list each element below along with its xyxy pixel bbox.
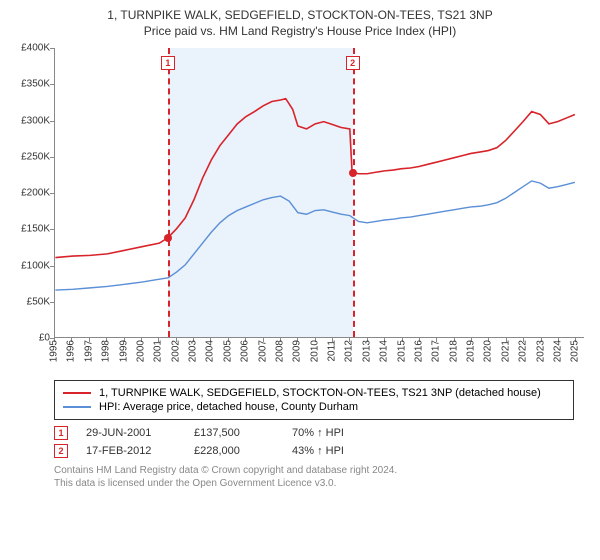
x-tick-label: 1998 [101,340,112,362]
y-tick-mark [50,84,54,85]
x-tick-label: 1999 [118,340,129,362]
legend-swatch [63,392,91,394]
y-tick-mark [50,48,54,49]
sale-row-price: £137,500 [194,427,274,439]
sale-row-marker: 1 [54,426,68,440]
sale-row: 2 17-FEB-2012 £228,000 43% ↑ HPI [54,444,588,458]
x-tick-label: 2010 [309,340,320,362]
sale-marker-box: 2 [346,56,360,70]
x-tick-label: 1996 [66,340,77,362]
y-tick-mark [50,266,54,267]
x-tick-label: 2015 [396,340,407,362]
x-tick-label: 2022 [518,340,529,362]
series-hpi [55,181,575,290]
y-tick-label: £50K [27,296,50,307]
x-tick-label: 2004 [205,340,216,362]
chart-lines [55,48,584,337]
sale-dot [164,234,172,242]
sale-row-date: 29-JUN-2001 [86,427,176,439]
sale-row-price: £228,000 [194,445,274,457]
footer-line1: Contains HM Land Registry data © Crown c… [54,464,588,477]
x-tick-label: 2014 [379,340,390,362]
x-tick-label: 1995 [49,340,60,362]
x-tick-label: 2008 [274,340,285,362]
x-tick-label: 2012 [344,340,355,362]
legend-label: 1, TURNPIKE WALK, SEDGEFIELD, STOCKTON-O… [99,387,541,399]
series-price_paid [55,99,575,258]
y-tick-label: £400K [21,43,50,54]
legend-swatch [63,406,91,408]
title-block: 1, TURNPIKE WALK, SEDGEFIELD, STOCKTON-O… [12,8,588,38]
x-tick-label: 2019 [466,340,477,362]
y-tick-label: £150K [21,224,50,235]
y-tick-mark [50,121,54,122]
x-tick-label: 2023 [535,340,546,362]
y-tick-mark [50,302,54,303]
legend-label: HPI: Average price, detached house, Coun… [99,401,358,413]
x-tick-label: 2025 [570,340,581,362]
legend-row: HPI: Average price, detached house, Coun… [63,401,565,413]
x-tick-label: 2011 [327,340,338,362]
chart-container: 1, TURNPIKE WALK, SEDGEFIELD, STOCKTON-O… [0,0,600,494]
footer-line2: This data is licensed under the Open Gov… [54,477,588,490]
x-tick-label: 2009 [292,340,303,362]
sale-row-hpi: 70% ↑ HPI [292,427,382,439]
sale-rows: 1 29-JUN-2001 £137,500 70% ↑ HPI 2 17-FEB-201… [54,426,588,458]
sale-dot [349,169,357,177]
y-tick-mark [50,193,54,194]
plot-region: 12 [54,48,584,338]
x-tick-label: 2002 [170,340,181,362]
y-tick-label: £250K [21,151,50,162]
sale-row-marker: 2 [54,444,68,458]
x-tick-label: 2017 [431,340,442,362]
title-address: 1, TURNPIKE WALK, SEDGEFIELD, STOCKTON-O… [12,8,588,22]
x-tick-label: 2016 [413,340,424,362]
legend: 1, TURNPIKE WALK, SEDGEFIELD, STOCKTON-O… [54,380,574,420]
x-tick-label: 2006 [240,340,251,362]
x-tick-label: 2018 [448,340,459,362]
sale-vline [168,48,170,337]
sale-row-date: 17-FEB-2012 [86,445,176,457]
x-tick-label: 2000 [135,340,146,362]
y-tick-label: £350K [21,79,50,90]
x-tick-label: 2024 [552,340,563,362]
x-tick-label: 2021 [500,340,511,362]
x-tick-label: 2020 [483,340,494,362]
x-tick-label: 2001 [153,340,164,362]
y-tick-label: £200K [21,188,50,199]
footer: Contains HM Land Registry data © Crown c… [54,464,588,490]
sale-row: 1 29-JUN-2001 £137,500 70% ↑ HPI [54,426,588,440]
chart-area: 12 £0£50K£100K£150K£200K£250K£300K£350K£… [12,44,588,374]
x-tick-label: 2003 [188,340,199,362]
y-tick-mark [50,229,54,230]
sale-marker-box: 1 [161,56,175,70]
legend-row: 1, TURNPIKE WALK, SEDGEFIELD, STOCKTON-O… [63,387,565,399]
x-tick-label: 1997 [83,340,94,362]
sale-vline [353,48,355,337]
x-tick-label: 2013 [361,340,372,362]
y-tick-mark [50,157,54,158]
title-subtitle: Price paid vs. HM Land Registry's House … [12,24,588,38]
y-tick-label: £100K [21,260,50,271]
sale-row-hpi: 43% ↑ HPI [292,445,382,457]
y-tick-label: £300K [21,115,50,126]
x-tick-label: 2007 [257,340,268,362]
x-tick-label: 2005 [222,340,233,362]
